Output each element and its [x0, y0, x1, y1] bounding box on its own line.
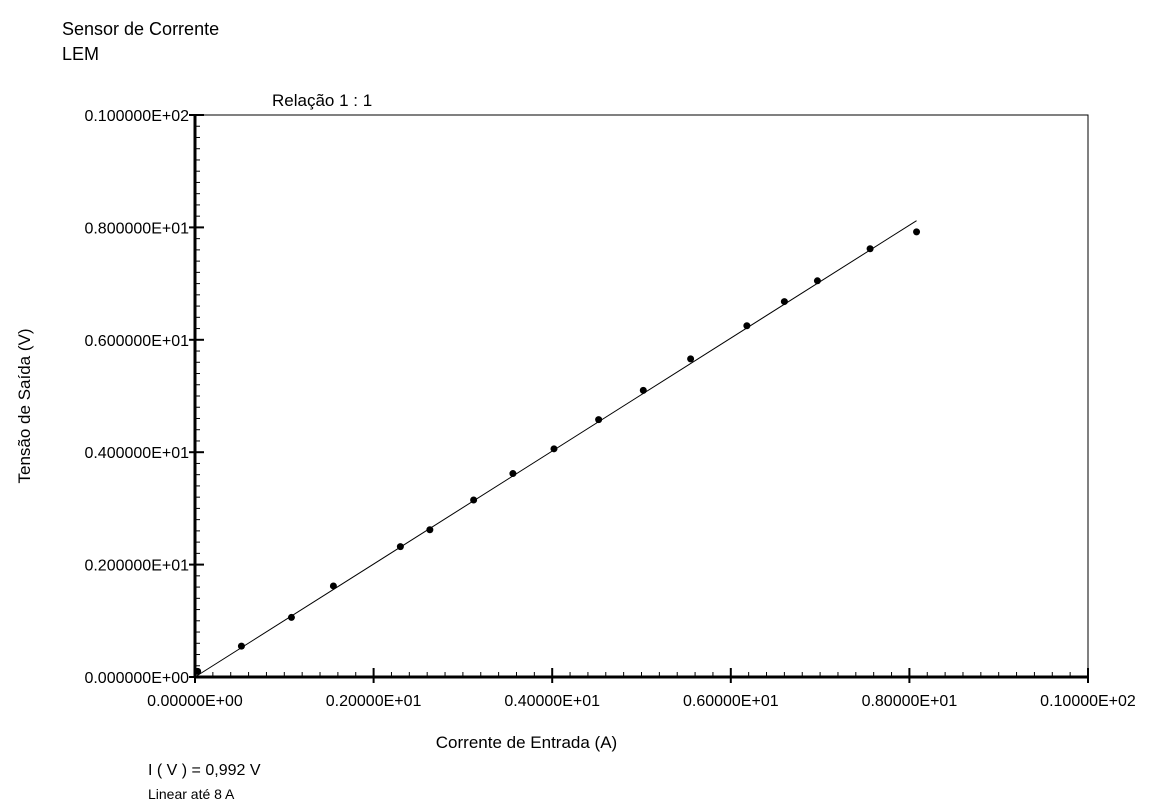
data-point: [550, 445, 558, 453]
y-tick-label: 0.400000E+01: [84, 445, 189, 462]
y-tick-label: 0.800000E+01: [84, 220, 189, 237]
y-tick-label: 0.200000E+01: [84, 558, 189, 575]
data-point: [396, 543, 404, 551]
data-point: [813, 277, 821, 285]
data-point: [470, 496, 478, 504]
data-point: [329, 582, 337, 590]
x-tick-label: 0.00000E+00: [147, 693, 243, 710]
data-point: [426, 526, 434, 534]
y-axis-label: Tensão de Saída (V): [15, 329, 34, 484]
y-tick-label: 0.000000E+00: [84, 670, 189, 687]
x-tick-label: 0.40000E+01: [504, 693, 600, 710]
data-point: [194, 667, 202, 675]
data-point: [866, 245, 874, 253]
x-tick-label: 0.20000E+01: [326, 693, 422, 710]
y-tick-label: 0.600000E+01: [84, 333, 189, 350]
linearity-note: Linear até 8 A: [148, 786, 235, 802]
x-tick-label: 0.10000E+02: [1040, 693, 1136, 710]
chart-header-line-1: Sensor de Corrente: [62, 19, 220, 39]
x-tick-label: 0.80000E+01: [862, 693, 958, 710]
data-point: [287, 613, 295, 621]
data-point: [687, 355, 695, 363]
data-point: [639, 386, 647, 394]
y-tick-label: 0.100000E+02: [84, 108, 189, 125]
data-point: [780, 298, 788, 306]
x-tick-label: 0.60000E+01: [683, 693, 779, 710]
data-point: [237, 642, 245, 650]
equation-note: I ( V ) = 0,992 V: [148, 762, 261, 779]
chart-header-line-2: LEM: [62, 44, 100, 64]
x-axis-label: Corrente de Entrada (A): [436, 733, 617, 752]
data-point: [743, 322, 751, 330]
chart-title: Relação 1 : 1: [272, 91, 372, 110]
data-point: [595, 416, 603, 424]
data-point: [509, 470, 517, 478]
data-point: [913, 228, 921, 236]
